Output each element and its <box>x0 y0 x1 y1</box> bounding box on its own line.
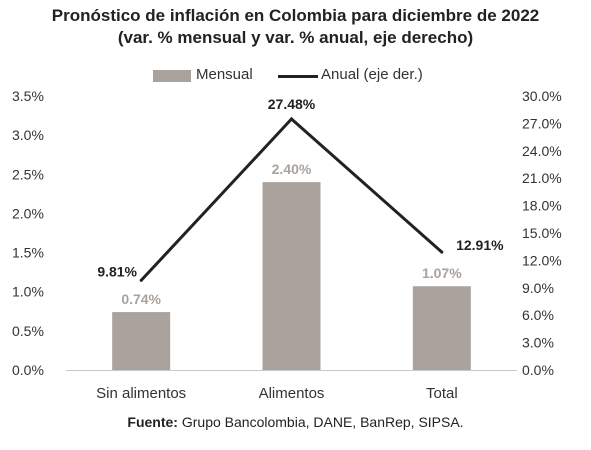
category-label: Alimentos <box>259 385 325 402</box>
line-data-label: 12.91% <box>456 237 504 253</box>
bar <box>412 286 471 370</box>
right-axis-tick-label: 30.0% <box>522 88 562 104</box>
line-data-label: 27.48% <box>268 96 316 112</box>
chart-subtitle: (var. % mensual y var. % anual, eje dere… <box>117 28 474 47</box>
category-label: Total <box>426 385 458 402</box>
bar-data-label: 2.40% <box>272 161 312 177</box>
bar-data-label: 1.07% <box>422 265 462 281</box>
legend-line-label: Anual (eje der.) <box>321 66 423 83</box>
line-data-label: 9.81% <box>97 263 137 279</box>
right-axis-tick-label: 27.0% <box>522 115 562 131</box>
right-axis-tick-label: 15.0% <box>522 225 562 241</box>
source-text: Grupo Bancolombia, DANE, BanRep, SIPSA. <box>177 414 464 430</box>
left-axis-tick-label: 0.5% <box>12 323 44 339</box>
line-point <box>139 278 143 282</box>
left-axis-tick-label: 3.5% <box>12 88 44 104</box>
right-axis-tick-label: 0.0% <box>522 362 554 378</box>
right-axis-tick-label: 18.0% <box>522 198 562 214</box>
bar <box>112 312 171 370</box>
bar-data-label: 0.74% <box>121 291 161 307</box>
left-axis-tick-label: 1.5% <box>12 245 44 261</box>
right-axis-tick-label: 24.0% <box>522 143 562 159</box>
source-footer: Fuente: Grupo Bancolombia, DANE, BanRep,… <box>0 414 591 430</box>
legend-line-swatch <box>278 75 318 78</box>
right-axis-tick-label: 21.0% <box>522 170 562 186</box>
chart-title: Pronóstico de inflación en Colombia para… <box>51 6 540 25</box>
right-axis-tick-label: 3.0% <box>522 335 554 351</box>
left-axis-tick-label: 3.0% <box>12 127 44 143</box>
category-label: Sin alimentos <box>96 385 186 402</box>
bar <box>262 182 321 370</box>
right-axis-tick-label: 9.0% <box>522 280 554 296</box>
line-point <box>290 117 293 121</box>
right-axis-tick-label: 12.0% <box>522 252 562 268</box>
line-point <box>440 250 444 254</box>
left-axis-tick-label: 2.5% <box>12 166 44 182</box>
legend: Mensual Anual (eje der.) <box>0 66 591 86</box>
legend-bar-label: Mensual <box>196 66 253 83</box>
left-axis-tick-label: 0.0% <box>12 362 44 378</box>
source-label: Fuente: <box>127 414 178 430</box>
left-axis-tick-label: 1.0% <box>12 284 44 300</box>
legend-bar-swatch <box>153 70 191 82</box>
right-axis-tick-label: 6.0% <box>522 307 554 323</box>
left-axis-tick-label: 2.0% <box>12 205 44 221</box>
